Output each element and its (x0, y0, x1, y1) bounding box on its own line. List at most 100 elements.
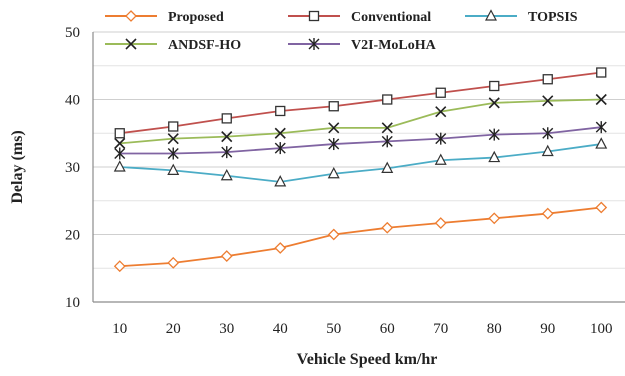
marker-stroke (595, 93, 607, 106)
marker-stroke (328, 122, 340, 134)
series-conventional (114, 67, 607, 139)
data-point (274, 142, 286, 155)
x-tick-label: 50 (326, 321, 341, 337)
x-tick-label: 60 (380, 321, 395, 337)
data-point (114, 137, 126, 149)
data-point (434, 153, 447, 165)
x-tick-label: 30 (219, 321, 234, 337)
data-point (488, 97, 500, 109)
legend-marker (308, 38, 320, 50)
data-point (595, 121, 607, 134)
marker-stroke (435, 106, 447, 118)
data-point (167, 256, 180, 269)
data-point (435, 87, 446, 98)
y-tick-labels: 10 20 30 40 50 (65, 25, 80, 311)
data-point (541, 207, 554, 220)
marker-stroke (167, 133, 179, 145)
x-tick-label: 80 (487, 321, 502, 337)
legend-label: TOPSIS (528, 10, 578, 25)
y-axis-title: Delay (ms) (9, 130, 26, 203)
data-point (328, 122, 340, 134)
series-topsis (113, 137, 608, 187)
data-point (114, 147, 126, 160)
data-point (327, 166, 340, 179)
legend-marker (485, 9, 497, 21)
data-point (167, 163, 180, 175)
marker-stroke (114, 137, 126, 149)
y-tick-label: 30 (65, 160, 80, 176)
data-point (434, 217, 447, 229)
data-point (220, 250, 233, 263)
series-line (119, 98, 602, 145)
data-point (328, 101, 339, 112)
axes (92, 32, 625, 303)
series-proposed (113, 201, 608, 273)
data-point (114, 128, 125, 139)
legend-label: Proposed (168, 10, 224, 25)
series-line (119, 126, 602, 155)
series-line (119, 206, 602, 268)
data-point (488, 128, 500, 141)
legend-label: Conventional (351, 10, 431, 25)
y-tick-label: 20 (65, 228, 80, 244)
data-point (221, 113, 232, 124)
data-point (221, 131, 233, 143)
marker-stroke (125, 38, 137, 50)
data-point (381, 221, 394, 234)
data-point (435, 106, 447, 118)
marker-stroke (488, 97, 500, 109)
legend-entry: Conventional (288, 10, 431, 25)
data-point (542, 74, 553, 85)
legend-entry: TOPSIS (465, 9, 578, 25)
series-line (119, 143, 602, 183)
data-point (113, 260, 126, 273)
data-point (595, 93, 607, 106)
data-point (381, 161, 394, 173)
legend: Proposed Conventional TOPSIS ANDSF-HO V2I-Mo… (105, 9, 578, 53)
legend-marker (125, 38, 137, 50)
data-point (382, 94, 393, 105)
data-point (489, 80, 500, 92)
x-tick-label: 20 (166, 321, 181, 337)
data-point (167, 147, 179, 160)
legend-label: ANDSF-HO (168, 38, 241, 53)
data-point (596, 67, 607, 78)
legend-entry: ANDSF-HO (105, 38, 241, 53)
y-tick-label: 50 (65, 25, 80, 41)
data-point (274, 175, 287, 187)
data-point (595, 137, 608, 149)
data-point (435, 132, 447, 145)
x-tick-labels: 10 20 30 40 50 60 70 80 90 100 (112, 321, 612, 337)
data-point (328, 138, 340, 151)
x-tick-label: 70 (433, 321, 448, 337)
series-andsf-ho (114, 93, 607, 149)
data-point (167, 133, 179, 145)
legend-label: V2I-MoLoHA (351, 38, 437, 53)
data-point (327, 228, 340, 241)
data-point (595, 201, 608, 214)
marker-stroke (274, 127, 286, 139)
x-tick-label: 40 (273, 321, 288, 337)
data-point (168, 121, 179, 132)
marker-stroke (542, 95, 554, 107)
series-group (113, 67, 608, 273)
series-v2i-moloha (114, 121, 607, 160)
data-point (488, 150, 501, 163)
legend-marker (308, 10, 320, 22)
data-point (275, 105, 286, 117)
legend-marker (125, 10, 137, 22)
y-tick-label: 40 (65, 93, 80, 109)
data-point (274, 242, 287, 254)
data-point (542, 127, 554, 140)
data-point (488, 212, 501, 225)
data-point (113, 160, 126, 172)
data-point (541, 144, 554, 157)
y-tick-label: 10 (65, 295, 80, 311)
legend-entry: V2I-MoLoHA (288, 38, 437, 53)
data-point (542, 95, 554, 107)
x-tick-label: 100 (590, 321, 613, 337)
marker-stroke (221, 131, 233, 143)
data-point (381, 122, 393, 134)
x-tick-label: 90 (540, 321, 555, 337)
